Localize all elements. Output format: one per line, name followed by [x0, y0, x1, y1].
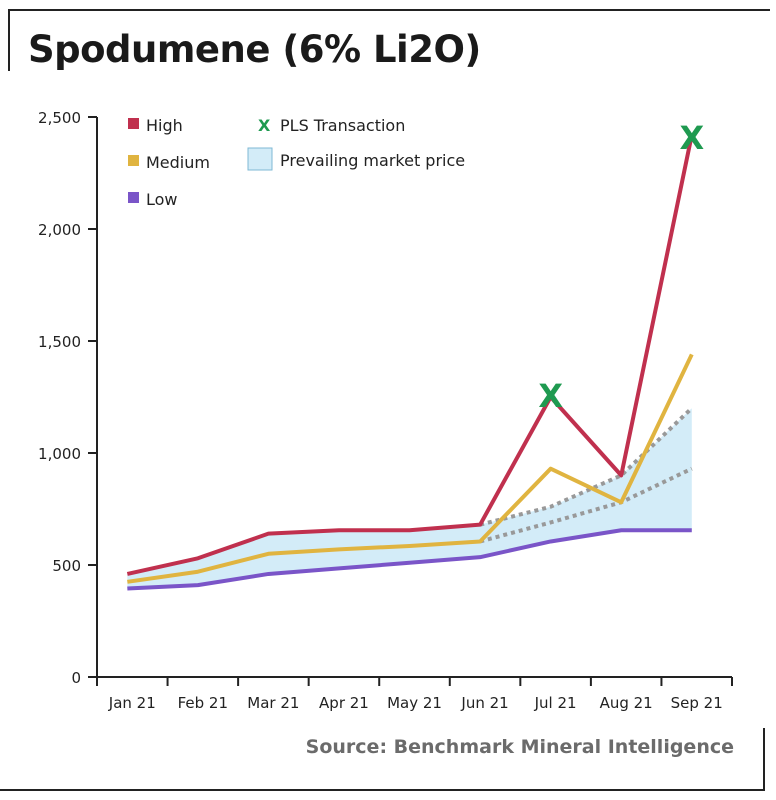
legend-label-high: High [146, 116, 183, 135]
chart-title: Spodumene (6% Li2O) [28, 28, 481, 71]
y-tick-label: 0 [71, 669, 81, 687]
y-tick-label: 1,000 [38, 445, 81, 463]
legend-swatch-medium [128, 155, 139, 166]
frame-right [763, 728, 765, 791]
y-tick-label: 2,500 [38, 109, 81, 127]
x-tick-label: Sep 21 [671, 694, 723, 712]
frame-left [8, 9, 10, 71]
pls-transaction-marker: X [679, 119, 704, 157]
x-tick-label: May 21 [387, 694, 442, 712]
x-tick-label: Aug 21 [600, 694, 653, 712]
dotted-trend-lower [479, 466, 693, 544]
series-line-high [126, 134, 694, 576]
series-line-medium [127, 353, 694, 584]
pls-transaction-marker: X [538, 377, 563, 415]
x-tick-label: Jun 21 [460, 694, 508, 712]
legend-label-low: Low [146, 190, 178, 209]
legend-label-medium: Medium [146, 153, 210, 172]
y-tick-label: 500 [52, 557, 81, 575]
legend-pls-marker: X [258, 116, 271, 135]
frame-top [8, 9, 770, 11]
y-tick-label: 1,500 [38, 333, 81, 351]
legend-swatch-prevailing-market-price [247, 147, 273, 171]
x-tick-label: Mar 21 [247, 694, 299, 712]
y-tick-label: 2,000 [38, 221, 81, 239]
x-tick-label: Jan 21 [108, 694, 156, 712]
x-tick-label: Apr 21 [319, 694, 369, 712]
legend-label-prevailing-market-price: Prevailing market price [280, 151, 465, 170]
frame-bottom [0, 789, 765, 791]
legend-swatch-high [128, 118, 139, 129]
legend-label-pls-transaction: PLS Transaction [280, 116, 405, 135]
prevailing-market-price-band [127, 408, 692, 589]
x-tick-label: Feb 21 [178, 694, 228, 712]
chart-source: Source: Benchmark Mineral Intelligence [305, 736, 734, 758]
legend-swatch-low [128, 192, 139, 203]
x-tick-label: Jul 21 [534, 694, 577, 712]
series-line-low [127, 528, 692, 591]
